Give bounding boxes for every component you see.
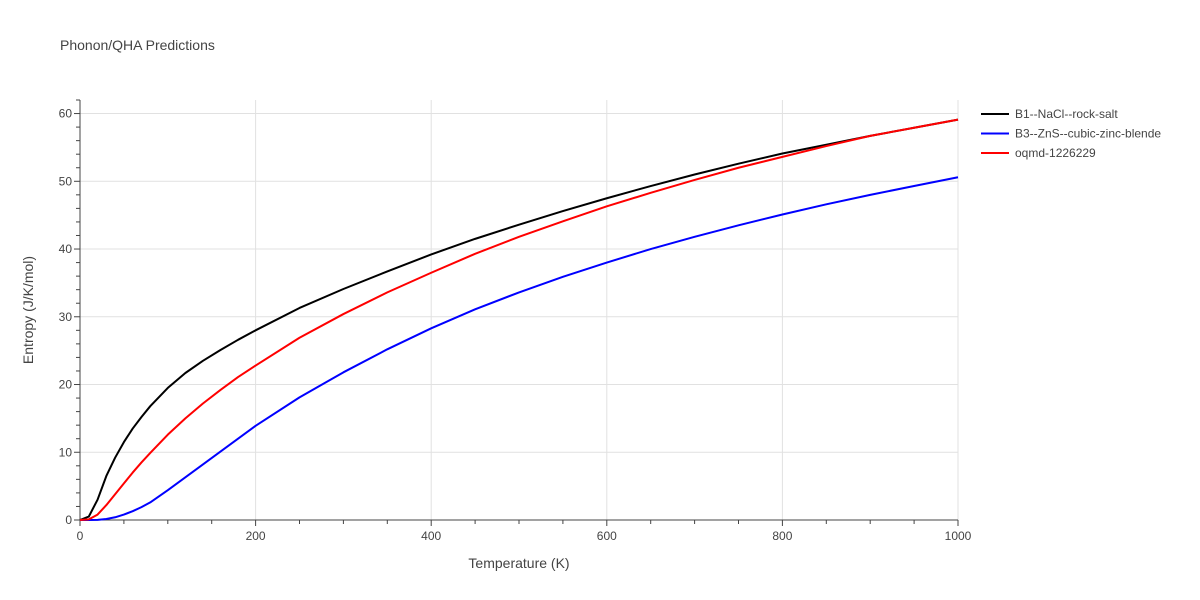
legend[interactable]: B1--NaCl--rock-salt B3--ZnS--cubic-zinc-b… (981, 107, 1161, 160)
y-tick-label: 20 (59, 378, 73, 392)
x-tick-label: 1000 (945, 529, 972, 543)
axes (74, 99, 959, 526)
x-axis-label: Temperature (K) (468, 555, 569, 571)
series-line-1[interactable] (79, 118, 959, 521)
legend-item[interactable]: B1--NaCl--rock-salt (981, 107, 1118, 121)
x-tick-label: 600 (597, 529, 617, 543)
y-tick-label: 50 (59, 174, 73, 188)
legend-label: B3--ZnS--cubic-zinc-blende (1015, 127, 1161, 141)
y-ticks: 0 10 20 30 40 50 60 (59, 107, 73, 527)
y-tick-label: 40 (59, 242, 73, 256)
x-tick-label: 800 (772, 529, 792, 543)
chart-title: Phonon/QHA Predictions (60, 37, 215, 53)
y-tick-label: 10 (59, 445, 73, 459)
legend-label: oqmd-1226229 (1015, 146, 1096, 160)
y-axis-label: Entropy (J/K/mol) (20, 256, 36, 364)
series-layer (79, 118, 959, 521)
x-tick-label: 200 (246, 529, 266, 543)
x-ticks: 0 200 400 600 800 1000 (77, 529, 972, 543)
legend-label: B1--NaCl--rock-salt (1015, 107, 1118, 121)
y-tick-label: 60 (59, 107, 73, 121)
legend-item[interactable]: oqmd-1226229 (981, 146, 1096, 160)
legend-item[interactable]: B3--ZnS--cubic-zinc-blende (981, 127, 1161, 141)
x-tick-label: 0 (77, 529, 84, 543)
y-tick-label: 30 (59, 310, 73, 324)
series-line-3[interactable] (79, 118, 959, 521)
series-line-2[interactable] (80, 176, 959, 521)
y-tick-label: 0 (65, 513, 72, 527)
x-tick-label: 400 (421, 529, 441, 543)
